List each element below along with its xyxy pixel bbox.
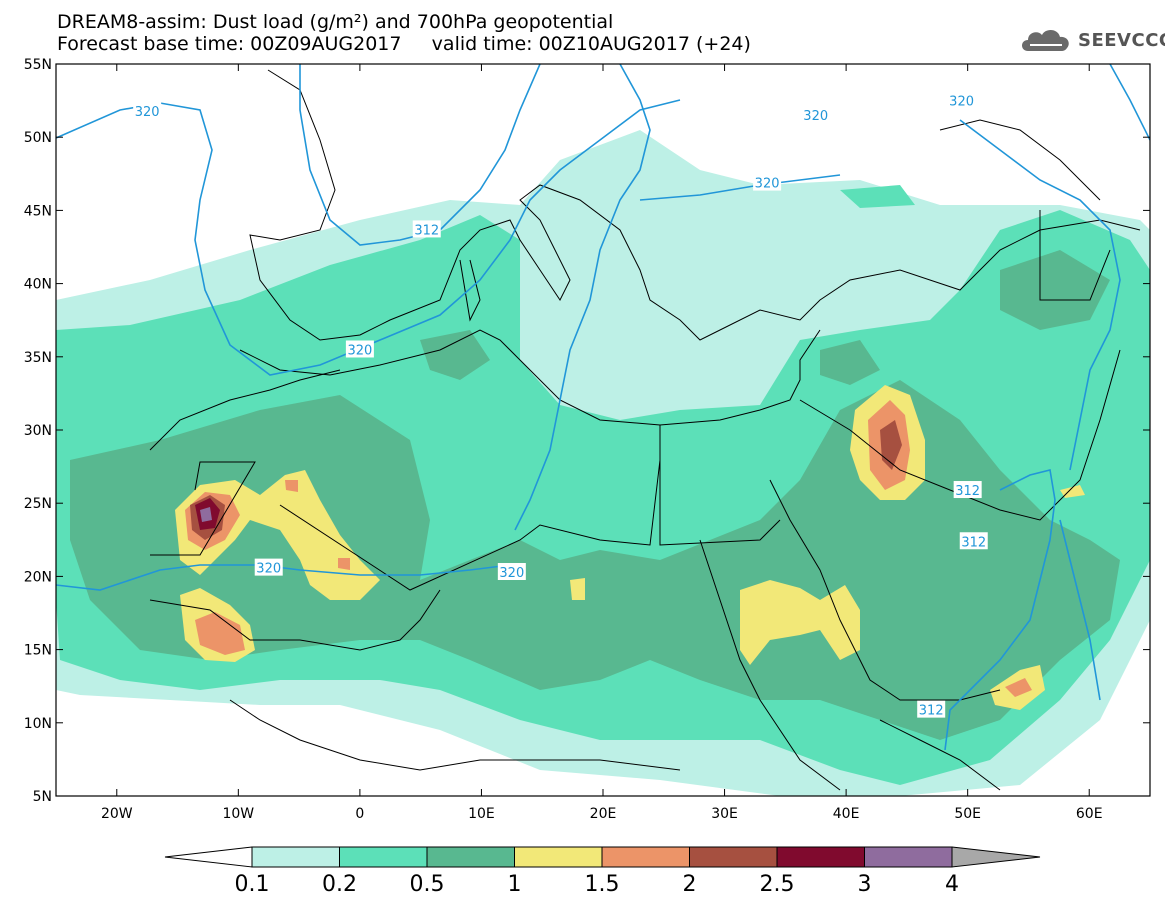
- colorbar-bin: [339, 846, 428, 868]
- lon-tick-label: 50E: [954, 806, 981, 822]
- colorbar-label: 0.2: [322, 872, 357, 897]
- lon-tick-label: 60E: [1076, 806, 1103, 822]
- colorbar-label: 2.5: [760, 872, 795, 897]
- colorbar-bin: [601, 846, 690, 868]
- lon-tick-label: 10W: [222, 806, 254, 822]
- colorbar-label: 4: [945, 872, 959, 897]
- longitude-axis: 20W 10W 0 10E 20E 30E 40E 50E 60E: [101, 64, 1103, 822]
- colorbar-label: 1.5: [585, 872, 620, 897]
- contour-320-north: [514, 64, 651, 531]
- contour-312-arabia: [1059, 519, 1101, 701]
- contour-label-bg: [133, 101, 162, 119]
- dust-level-1: [175, 385, 1085, 710]
- lat-tick-label: 20N: [24, 569, 52, 585]
- contour-label-bg: [497, 563, 526, 581]
- lat-tick-label: 50N: [24, 130, 52, 146]
- contour-label: 312: [955, 484, 980, 499]
- contour-label: 312: [414, 223, 439, 238]
- dust-field: [56, 130, 1150, 796]
- colorbar-label: 3: [858, 872, 872, 897]
- colorbar-label: 2: [683, 872, 697, 897]
- lat-tick-label: 40N: [24, 277, 52, 293]
- lat-tick-label: 25N: [24, 496, 52, 512]
- colorbar-bin: [251, 846, 340, 868]
- geopotential-labels: 320 312 320 320 320 320 320 320 312 312 312: [133, 91, 988, 719]
- map-subtitle: Forecast base time: 00Z09AUG2017 valid t…: [57, 33, 751, 55]
- contour-label: 320: [347, 343, 372, 358]
- contour-label: 320: [499, 566, 524, 581]
- cloud-icon: [1022, 29, 1069, 51]
- contour-label-bg: [947, 91, 976, 109]
- lon-tick-label: 0: [355, 806, 364, 822]
- lat-tick-label: 55N: [24, 57, 52, 73]
- contour-label-bg: [917, 700, 946, 718]
- colorbar-bin: [689, 846, 778, 868]
- lat-tick-label: 35N: [24, 350, 52, 366]
- contour-320-far-ne: [1109, 64, 1150, 141]
- map-title: DREAM8-assim: Dust load (g/m²) and 700hP…: [57, 11, 614, 33]
- contour-label: 312: [919, 704, 944, 719]
- contour-label-bg: [254, 558, 283, 576]
- contour-label: 320: [135, 105, 160, 120]
- seevccc-logo: SEEVCCC: [1018, 22, 1165, 58]
- latitude-axis: 5N 10N 15N 20N 25N 30N 35N 40N 45N 50N 55N: [24, 57, 1150, 805]
- lat-tick-label: 5N: [33, 789, 52, 805]
- contour-312-gulf: [944, 469, 1056, 751]
- contour-label: 320: [256, 562, 281, 577]
- contour-label: 312: [961, 535, 986, 550]
- colorbar-under-arrow: [164, 846, 253, 868]
- colorbar-over-arrow: [951, 846, 1041, 868]
- colorbar-bin: [514, 846, 603, 868]
- colorbar-label: 0.5: [410, 872, 445, 897]
- contour-320-ne: [959, 119, 1121, 471]
- contour-label-bg: [953, 481, 982, 499]
- contour-label-bg: [801, 106, 830, 124]
- colorbar-bin: [864, 846, 953, 868]
- lon-tick-label: 40E: [833, 806, 860, 822]
- contour-label-bg: [412, 220, 441, 238]
- contour-label-bg: [753, 173, 782, 191]
- lat-tick-label: 30N: [24, 423, 52, 439]
- colorbar-label: 0.1: [235, 872, 270, 897]
- lon-tick-label: 20E: [590, 806, 617, 822]
- dust-level-3: [200, 507, 212, 522]
- lon-tick-label: 10E: [468, 806, 495, 822]
- lon-tick-label: 30E: [711, 806, 738, 822]
- colorbar-label: 1: [508, 872, 522, 897]
- contour-label-bg: [959, 532, 988, 550]
- colorbar-bin: [776, 846, 865, 868]
- contour-320-west: [56, 99, 681, 376]
- contour-label: 320: [755, 177, 780, 192]
- lon-tick-label: 20W: [101, 806, 133, 822]
- lat-tick-label: 10N: [24, 716, 52, 732]
- lat-tick-label: 45N: [24, 203, 52, 219]
- lat-tick-label: 15N: [24, 643, 52, 659]
- contour-label: 320: [949, 95, 974, 110]
- contour-312: [299, 64, 541, 246]
- colorbar-bin: [426, 846, 515, 868]
- contour-label-bg: [345, 340, 374, 358]
- contour-label: 320: [803, 109, 828, 124]
- logo-text: SEEVCCC: [1078, 29, 1165, 51]
